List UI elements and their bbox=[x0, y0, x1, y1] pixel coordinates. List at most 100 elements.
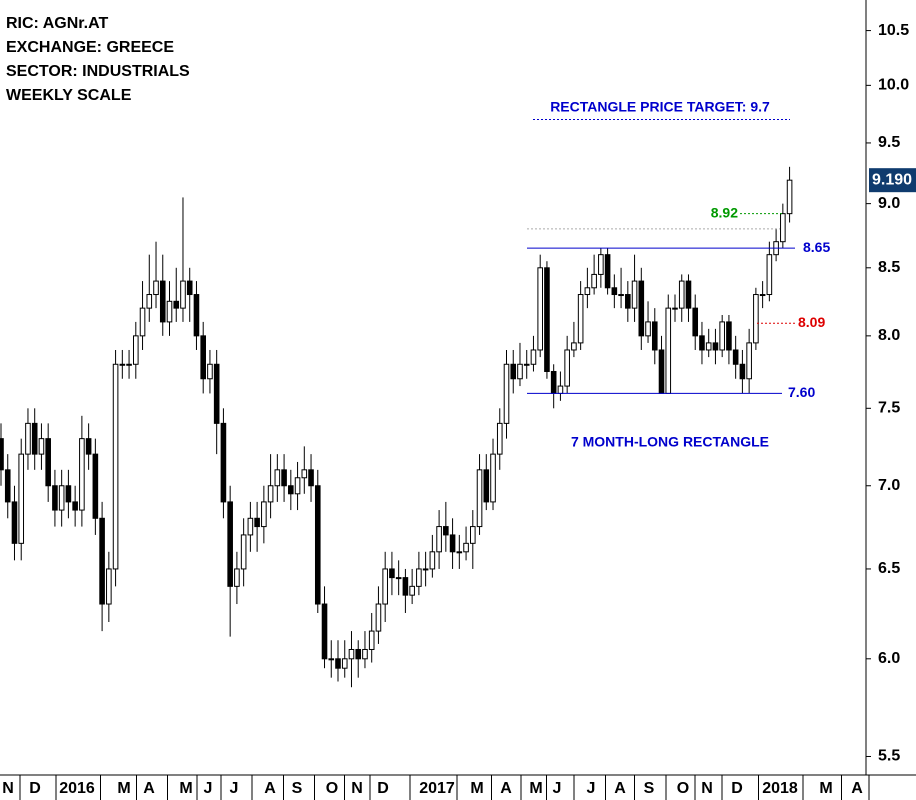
candle-body bbox=[274, 469, 281, 487]
candle-body bbox=[314, 485, 321, 605]
x-tick-label: O bbox=[677, 780, 689, 797]
candle-body bbox=[402, 577, 409, 596]
annotation: RECTANGLE PRICE TARGET: 9.7 bbox=[550, 99, 770, 115]
x-tick-label: A bbox=[851, 780, 863, 797]
y-tick-label: 8.0 bbox=[878, 327, 900, 344]
candle-body bbox=[38, 438, 45, 455]
candle-body bbox=[200, 335, 206, 380]
candle-body bbox=[45, 438, 51, 487]
candle-body bbox=[530, 349, 537, 365]
y-tick-label: 10.5 bbox=[878, 22, 909, 39]
candle-body bbox=[496, 422, 503, 455]
candle-body bbox=[523, 363, 530, 366]
candle-body bbox=[0, 438, 4, 471]
candle-body bbox=[416, 568, 422, 587]
info-text: SECTOR: INDUSTRIALS bbox=[6, 63, 190, 80]
candle-body bbox=[591, 273, 597, 289]
candle-body bbox=[220, 422, 227, 503]
candle-body bbox=[281, 469, 287, 487]
candle-body bbox=[166, 300, 173, 323]
candle-body bbox=[173, 300, 180, 309]
x-tick-label: S bbox=[644, 780, 655, 797]
x-tick-label: M bbox=[470, 780, 483, 797]
y-tick-label: 6.5 bbox=[878, 560, 900, 577]
candle-body bbox=[261, 501, 267, 528]
candle-body bbox=[443, 526, 449, 536]
candle-body bbox=[146, 294, 153, 309]
x-tick-label: 2017 bbox=[419, 780, 455, 797]
candle-body bbox=[537, 267, 544, 351]
candle-body bbox=[483, 469, 490, 503]
candle-body bbox=[4, 469, 11, 503]
candle-body bbox=[99, 517, 105, 605]
candle-body bbox=[584, 287, 591, 296]
candle-body bbox=[665, 307, 672, 394]
level-label: 8.09 bbox=[798, 314, 825, 330]
x-tick-label: M bbox=[529, 780, 542, 797]
candle-body bbox=[732, 349, 739, 365]
candle-body bbox=[550, 370, 557, 394]
candle-body bbox=[348, 648, 355, 660]
x-tick-label: J bbox=[230, 780, 239, 797]
x-tick-label: J bbox=[553, 780, 562, 797]
candle-body bbox=[234, 568, 240, 587]
candle-body bbox=[119, 363, 126, 366]
info-text: RIC: AGNr.AT bbox=[6, 15, 108, 32]
candle-body bbox=[288, 485, 294, 495]
x-tick-label: 2018 bbox=[762, 780, 798, 797]
candle-body bbox=[638, 280, 645, 337]
candle-body bbox=[699, 335, 705, 351]
candle-body bbox=[672, 307, 678, 310]
candle-body bbox=[153, 280, 159, 296]
y-tick-label: 9.5 bbox=[878, 134, 900, 151]
candle-body bbox=[429, 551, 436, 570]
candle-body bbox=[544, 267, 550, 372]
candle-body bbox=[712, 342, 719, 351]
candle-body bbox=[335, 658, 341, 669]
candle-body bbox=[126, 363, 132, 366]
candle-body bbox=[759, 294, 766, 297]
candle-body bbox=[604, 254, 611, 289]
level-label: 7.60 bbox=[788, 384, 815, 400]
x-tick-label: O bbox=[326, 780, 338, 797]
candle-body bbox=[301, 469, 308, 479]
candle-body bbox=[227, 501, 233, 587]
candle-body bbox=[267, 485, 274, 503]
candle-body bbox=[678, 280, 685, 309]
candle-body bbox=[193, 294, 200, 337]
candle-body bbox=[685, 280, 692, 309]
last-price-label: 9.190 bbox=[872, 171, 912, 188]
x-tick-label: A bbox=[614, 780, 626, 797]
candle-body bbox=[753, 294, 759, 344]
candle-body bbox=[476, 469, 483, 528]
y-tick-label: 10.0 bbox=[878, 77, 909, 94]
candle-body bbox=[180, 280, 186, 309]
candle-body bbox=[139, 307, 146, 337]
candle-body bbox=[739, 363, 746, 380]
candle-body bbox=[186, 280, 193, 296]
annotation: 7 MONTH-LONG RECTANGLE bbox=[571, 434, 769, 450]
x-tick-label: J bbox=[204, 780, 213, 797]
candle-body bbox=[254, 517, 260, 528]
y-tick-label: 7.0 bbox=[878, 477, 900, 494]
candle-body bbox=[705, 342, 712, 351]
y-tick-label: 5.5 bbox=[878, 748, 900, 765]
info-text: EXCHANGE: GREECE bbox=[6, 39, 174, 56]
x-tick-label: D bbox=[377, 780, 389, 797]
candle-body bbox=[58, 485, 65, 511]
x-tick-label: D bbox=[29, 780, 41, 797]
last-price-box bbox=[869, 168, 916, 193]
candle-body bbox=[31, 422, 38, 455]
candle-body bbox=[463, 542, 469, 553]
candle-body bbox=[658, 349, 665, 394]
candle-body bbox=[240, 534, 247, 570]
candle-body bbox=[598, 254, 604, 275]
x-tick-label: M bbox=[819, 780, 832, 797]
candle-body bbox=[368, 630, 375, 650]
candle-body bbox=[766, 254, 773, 296]
candle-body bbox=[422, 568, 429, 571]
candle-body bbox=[106, 568, 112, 605]
candle-body bbox=[571, 342, 577, 351]
y-tick-label: 6.0 bbox=[878, 650, 900, 667]
